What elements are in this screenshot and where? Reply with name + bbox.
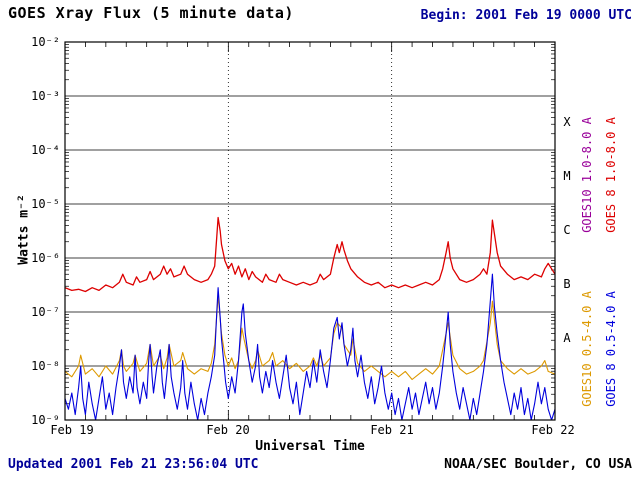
series-goes-8-1.0-8.0-a <box>65 216 555 293</box>
page-title: GOES Xray Flux (5 minute data) <box>8 4 294 22</box>
y-tick-label: 10⁻³ <box>31 89 60 103</box>
updated-label: Updated 2001 Feb 21 23:56:04 UTC <box>8 457 259 472</box>
grid <box>65 42 555 420</box>
flare-class-a: A <box>563 331 571 345</box>
legend-goes8-long: GOES 8 1.0-8.0 A <box>604 117 618 233</box>
series-group <box>65 216 555 420</box>
series-goes10-0.5-4.0-a <box>65 295 555 381</box>
flare-class-x: X <box>563 115 571 129</box>
flare-class-c: C <box>563 223 571 237</box>
x-tick-label: Feb 19 <box>50 423 94 437</box>
legend-goes10-long: GOES10 1.0-8.0 A <box>580 117 594 233</box>
x-axis-label: Universal Time <box>255 439 365 454</box>
begin-label: Begin: 2001 Feb 19 0000 UTC <box>420 8 632 23</box>
credit-label: NOAA/SEC Boulder, CO USA <box>444 457 632 472</box>
axis-ticks <box>64 42 556 420</box>
x-tick-label: Feb 20 <box>206 423 250 437</box>
flare-class-b: B <box>563 277 571 291</box>
y-tick-label: 10⁻² <box>31 35 60 49</box>
y-tick-label: 10⁻⁴ <box>31 143 60 157</box>
y-tick-label: 10⁻⁹ <box>31 413 60 427</box>
plot-frame <box>64 41 556 421</box>
x-tick-label: Feb 21 <box>370 423 414 437</box>
y-tick-label: 10⁻⁷ <box>31 305 60 319</box>
y-tick-label: 10⁻⁵ <box>31 197 60 211</box>
y-tick-label: 10⁻⁶ <box>31 251 60 265</box>
flare-class-m: M <box>563 169 571 183</box>
y-tick-label: 10⁻⁸ <box>31 359 60 373</box>
series-goes-8-0.5-4.0-a <box>65 273 555 420</box>
y-axis-label: Watts m⁻² <box>16 194 32 265</box>
x-tick-label: Feb 22 <box>531 423 575 437</box>
legend-goes10-short: GOES10 0.5-4.0 A <box>580 291 594 407</box>
legend-goes8-short: GOES 8 0.5-4.0 A <box>604 291 618 407</box>
